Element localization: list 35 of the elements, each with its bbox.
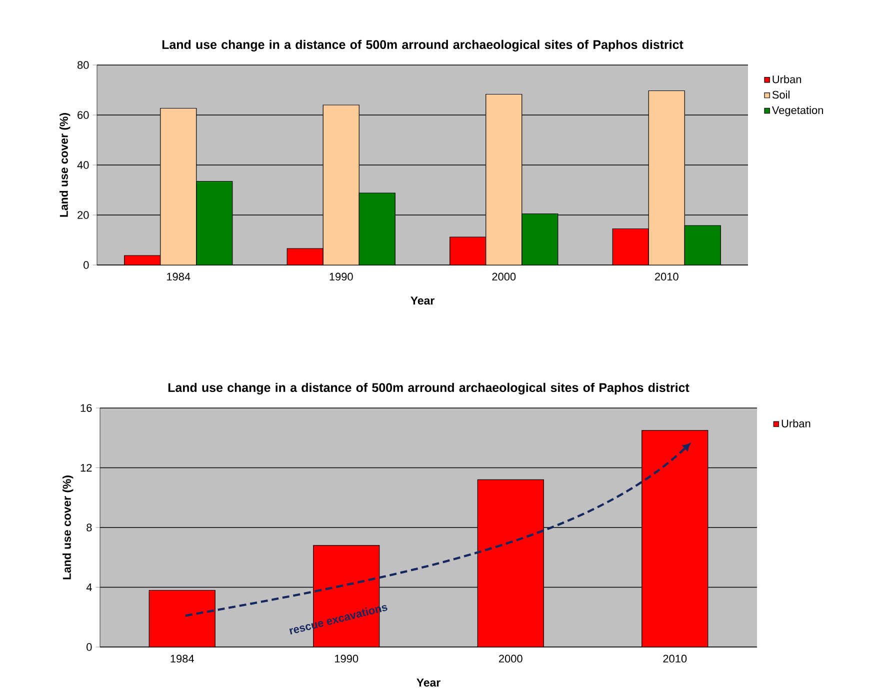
bar: [642, 430, 708, 648]
y-tick-label: 0: [84, 261, 89, 269]
y-tick-label: 0: [86, 643, 92, 651]
y-tick-label: 20: [78, 211, 89, 219]
y-tick-label: 8: [86, 524, 92, 532]
bar: [684, 225, 721, 266]
y-tick-label: 12: [80, 464, 92, 472]
legend-label: Vegetation: [772, 106, 823, 116]
x-tick-label: 1990: [330, 272, 353, 281]
y-tick-label: 40: [77, 161, 89, 169]
x-tick-label: 1990: [335, 654, 358, 663]
bar: [522, 214, 558, 266]
y-axis-title: Land use cover (%): [60, 113, 70, 217]
bar: [196, 181, 232, 266]
x-tick-label: 1984: [170, 654, 194, 663]
bar: [149, 590, 216, 648]
x-tick-label: 2010: [663, 654, 687, 663]
y-tick-label: 4: [86, 583, 92, 592]
y-axis-title: Land use cover (%): [62, 476, 74, 580]
y-tick-label: 80: [78, 61, 89, 69]
x-tick-label: 2000: [492, 272, 516, 281]
y-tick-label: 60: [78, 111, 89, 119]
x-axis-title: Year: [410, 296, 434, 305]
chart-title: Land use change in a distance of 500m arround archaeological sites of Paphos district: [168, 382, 690, 395]
y-tick-label: 16: [80, 404, 92, 412]
legend-label: Urban: [782, 419, 810, 428]
bar: [478, 480, 544, 648]
chart-title: Land use change in a distance of 500m arround archaeological sites of Paphos district: [162, 40, 684, 52]
legend-label: Soil: [772, 90, 790, 99]
legend-label: Urban: [772, 75, 802, 84]
x-tick-label: 1984: [167, 272, 190, 281]
bar: [359, 193, 396, 266]
x-tick-label: 2010: [654, 272, 678, 281]
x-axis-title: Year: [416, 678, 440, 687]
x-tick-label: 2000: [498, 654, 522, 663]
